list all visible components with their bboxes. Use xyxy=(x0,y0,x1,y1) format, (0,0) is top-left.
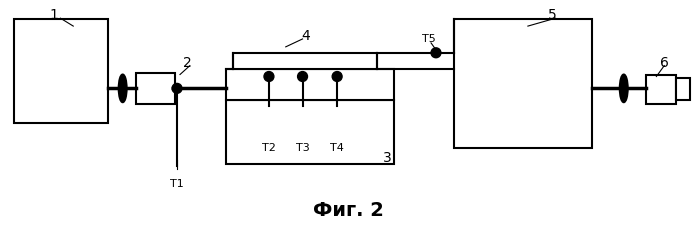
Circle shape xyxy=(172,84,182,93)
Text: T4: T4 xyxy=(330,143,344,153)
Text: T1: T1 xyxy=(170,179,184,189)
Bar xyxy=(233,53,376,69)
Ellipse shape xyxy=(118,74,127,102)
Text: 2: 2 xyxy=(183,56,191,70)
Text: 3: 3 xyxy=(383,151,392,164)
Text: 1: 1 xyxy=(49,8,58,22)
Bar xyxy=(676,79,690,100)
Text: T5: T5 xyxy=(422,34,436,44)
Circle shape xyxy=(332,72,342,81)
Text: T3: T3 xyxy=(296,143,309,153)
Bar xyxy=(647,74,676,104)
Circle shape xyxy=(431,48,441,58)
Bar xyxy=(454,19,592,148)
Text: Фиг. 2: Фиг. 2 xyxy=(312,201,383,220)
Circle shape xyxy=(298,72,307,81)
Text: 6: 6 xyxy=(660,56,668,70)
Text: 5: 5 xyxy=(549,8,557,22)
Text: T2: T2 xyxy=(262,143,276,153)
Bar xyxy=(227,69,395,100)
Bar xyxy=(227,100,395,164)
Circle shape xyxy=(264,72,274,81)
Bar xyxy=(135,73,175,104)
Bar xyxy=(14,19,108,123)
Text: 4: 4 xyxy=(301,29,310,43)
Ellipse shape xyxy=(620,74,628,102)
